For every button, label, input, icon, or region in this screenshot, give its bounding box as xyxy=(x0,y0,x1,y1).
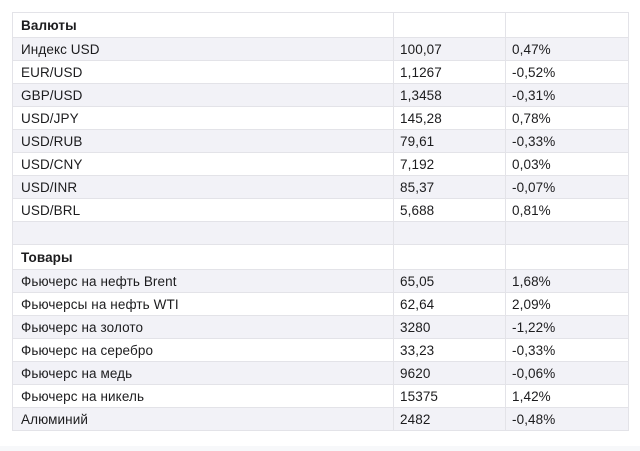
empty-cell xyxy=(12,221,394,245)
instrument-name: Фьючерс на нефть Brent xyxy=(12,269,394,293)
table-row: Фьючерс на золото 3280 -1,22% xyxy=(12,315,629,339)
table-row: USD/RUB 79,61 -0,33% xyxy=(12,129,629,153)
instrument-value: 1,3458 xyxy=(393,83,506,107)
table-row: Фьючерсы на нефть WTI 62,64 2,09% xyxy=(12,292,629,316)
instrument-value: 85,37 xyxy=(393,175,506,199)
instrument-change: 0,78% xyxy=(505,106,629,130)
table-row: Алюминий 2482 -0,48% xyxy=(12,407,629,431)
section-title-commodities: Товары xyxy=(12,244,394,270)
instrument-value: 100,07 xyxy=(393,37,506,61)
instrument-value: 9620 xyxy=(393,361,506,385)
instrument-name: Алюминий xyxy=(12,407,394,431)
instrument-name: Фьючерс на никель xyxy=(12,384,394,408)
instrument-name: Фьючерс на серебро xyxy=(12,338,394,362)
bottom-page-band xyxy=(0,446,640,451)
instrument-name: EUR/USD xyxy=(12,60,394,84)
instrument-name: GBP/USD xyxy=(12,83,394,107)
table-row: Фьючерс на нефть Brent 65,05 1,68% xyxy=(12,269,629,293)
spacer-row xyxy=(12,221,629,245)
instrument-change: -0,33% xyxy=(505,129,629,153)
instrument-value: 62,64 xyxy=(393,292,506,316)
empty-cell xyxy=(505,244,629,270)
instrument-value: 2482 xyxy=(393,407,506,431)
instrument-value: 15375 xyxy=(393,384,506,408)
instrument-change: -0,06% xyxy=(505,361,629,385)
instrument-name: USD/INR xyxy=(12,175,394,199)
instrument-change: 1,42% xyxy=(505,384,629,408)
table-row: Фьючерс на серебро 33,23 -0,33% xyxy=(12,338,629,362)
empty-cell xyxy=(393,12,506,38)
instrument-name: Фьючерс на золото xyxy=(12,315,394,339)
instrument-name: Фьючерс на медь xyxy=(12,361,394,385)
instrument-change: 0,81% xyxy=(505,198,629,222)
empty-cell xyxy=(505,12,629,38)
section-header-currencies: Валюты xyxy=(12,12,629,38)
instrument-name: USD/JPY xyxy=(12,106,394,130)
table-row: USD/JPY 145,28 0,78% xyxy=(12,106,629,130)
instrument-name: USD/BRL xyxy=(12,198,394,222)
instrument-change: -0,48% xyxy=(505,407,629,431)
instrument-value: 33,23 xyxy=(393,338,506,362)
instrument-change: -0,33% xyxy=(505,338,629,362)
instrument-name: USD/RUB xyxy=(12,129,394,153)
instrument-value: 65,05 xyxy=(393,269,506,293)
instrument-name: USD/CNY xyxy=(12,152,394,176)
instrument-value: 1,1267 xyxy=(393,60,506,84)
table-row: USD/BRL 5,688 0,81% xyxy=(12,198,629,222)
table-row: EUR/USD 1,1267 -0,52% xyxy=(12,60,629,84)
instrument-value: 7,192 xyxy=(393,152,506,176)
instrument-name: Индекс USD xyxy=(12,37,394,61)
instrument-change: -0,07% xyxy=(505,175,629,199)
instrument-change: -1,22% xyxy=(505,315,629,339)
instrument-name: Фьючерсы на нефть WTI xyxy=(12,292,394,316)
instrument-value: 5,688 xyxy=(393,198,506,222)
market-quotes-table: Валюты Индекс USD 100,07 0,47% EUR/USD 1… xyxy=(12,12,629,431)
empty-cell xyxy=(505,221,629,245)
empty-cell xyxy=(393,244,506,270)
section-header-commodities: Товары xyxy=(12,244,629,270)
section-title-currencies: Валюты xyxy=(12,12,394,38)
instrument-change: 1,68% xyxy=(505,269,629,293)
empty-cell xyxy=(393,221,506,245)
instrument-value: 145,28 xyxy=(393,106,506,130)
instrument-change: 0,47% xyxy=(505,37,629,61)
table-row: USD/CNY 7,192 0,03% xyxy=(12,152,629,176)
table-row: GBP/USD 1,3458 -0,31% xyxy=(12,83,629,107)
table-row: Фьючерс на никель 15375 1,42% xyxy=(12,384,629,408)
instrument-value: 3280 xyxy=(393,315,506,339)
table-row: USD/INR 85,37 -0,07% xyxy=(12,175,629,199)
table-row: Индекс USD 100,07 0,47% xyxy=(12,37,629,61)
instrument-change: 2,09% xyxy=(505,292,629,316)
table-row: Фьючерс на медь 9620 -0,06% xyxy=(12,361,629,385)
instrument-change: 0,03% xyxy=(505,152,629,176)
instrument-value: 79,61 xyxy=(393,129,506,153)
instrument-change: -0,31% xyxy=(505,83,629,107)
instrument-change: -0,52% xyxy=(505,60,629,84)
